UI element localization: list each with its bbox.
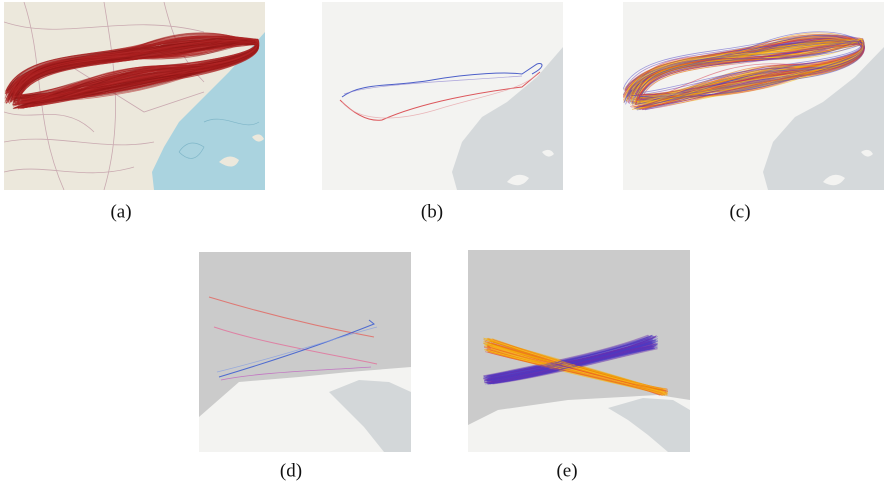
map-panel-c (623, 2, 884, 190)
caption: (c) (729, 201, 750, 222)
caption: (e) (556, 460, 577, 481)
figure: (a) (b) (c) (d) (e) (0, 0, 885, 490)
map-panel-e (468, 250, 690, 452)
caption: (b) (421, 201, 443, 222)
caption: (a) (110, 201, 131, 222)
page: (a) (b) (c) (d) (e) (() => { const data … (0, 0, 885, 490)
map-panel-b (322, 2, 563, 190)
caption: (d) (280, 460, 302, 481)
map-panel-d (199, 252, 411, 452)
map-panel-a (4, 2, 265, 190)
